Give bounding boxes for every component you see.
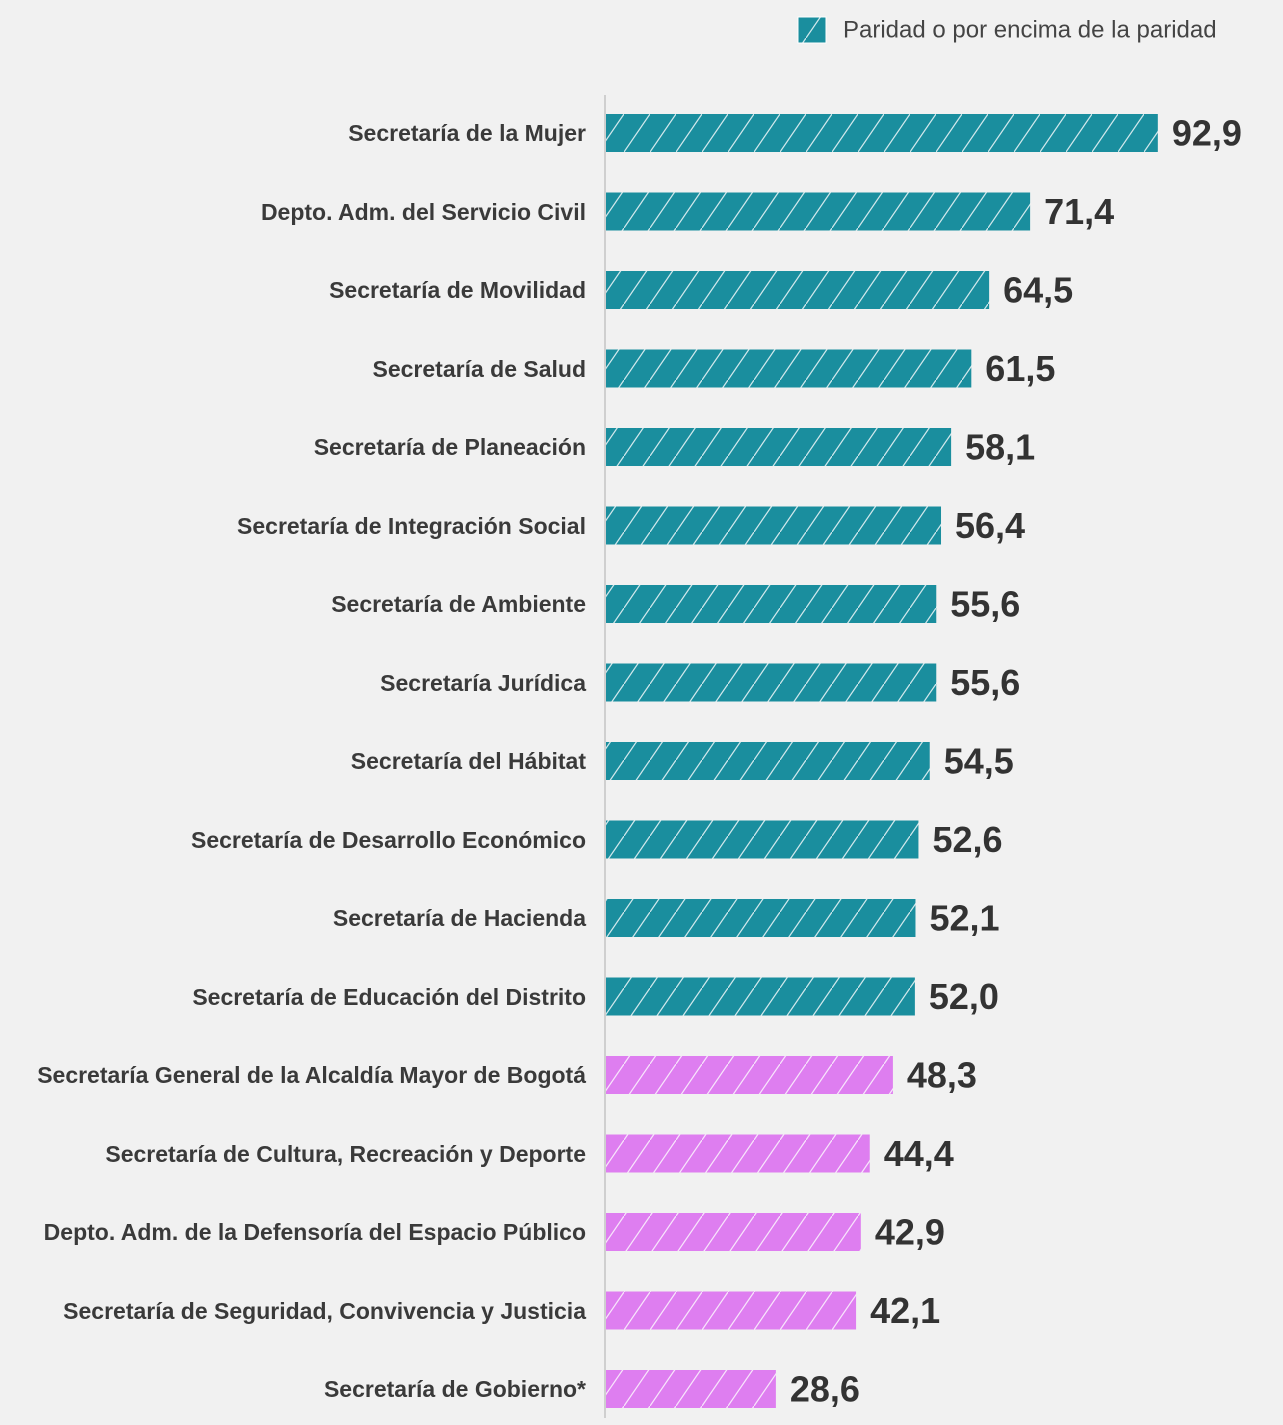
value-label: 92,9 [1172, 113, 1242, 154]
value-label: 61,5 [985, 348, 1055, 389]
value-label: 55,6 [950, 584, 1020, 625]
category-label: Secretaría de Integración Social [237, 512, 586, 539]
category-label: Secretaría de Seguridad, Convivencia y J… [63, 1297, 586, 1324]
bar [606, 820, 919, 859]
category-label: Depto. Adm. de la Defensoría del Espacio… [43, 1219, 586, 1245]
bar [606, 1291, 857, 1330]
category-label: Secretaría de Salud [372, 355, 587, 382]
bar [606, 1213, 861, 1251]
bar [606, 585, 937, 623]
category-label: Secretaría de la Mujer [348, 120, 586, 146]
category-label: Secretaría de Cultura, Recreación y Depo… [105, 1140, 586, 1167]
legend-swatch [797, 16, 827, 44]
legend-label: Paridad o por encima de la paridad [843, 16, 1217, 43]
category-label: Secretaría de Planeación [313, 434, 586, 460]
value-label: 64,5 [1003, 270, 1073, 311]
bar [606, 349, 972, 388]
bar [606, 114, 1158, 152]
bar [606, 977, 915, 1016]
bar [606, 271, 990, 309]
value-label: 71,4 [1044, 191, 1114, 232]
value-label: 55,6 [950, 662, 1020, 703]
category-label: Secretaría Jurídica [380, 669, 586, 696]
value-label: 28,6 [790, 1369, 860, 1410]
category-label: Secretaría de Gobierno* [323, 1376, 586, 1402]
bar [606, 1370, 776, 1408]
bar [606, 192, 1031, 231]
value-label: 56,4 [955, 505, 1025, 546]
bar [606, 1056, 893, 1094]
category-label: Secretaría de Movilidad [329, 277, 586, 303]
category-label: Secretaría General de la Alcaldía Mayor … [37, 1062, 586, 1088]
category-label: Depto. Adm. del Servicio Civil [260, 198, 586, 225]
value-label: 48,3 [907, 1055, 977, 1096]
category-label: Secretaría de Hacienda [332, 905, 586, 931]
value-label: 58,1 [965, 427, 1035, 468]
category-label: Secretaría de Ambiente [331, 591, 586, 617]
bar [606, 1134, 870, 1173]
value-label: 52,6 [932, 819, 1002, 860]
bar [606, 742, 930, 780]
bar [606, 663, 937, 702]
value-label: 42,9 [875, 1212, 945, 1253]
category-label: Secretaría del Hábitat [350, 748, 586, 774]
bar [606, 428, 952, 466]
category-label: Secretaría de Desarrollo Económico [191, 826, 586, 853]
value-label: 52,1 [929, 898, 999, 939]
bar [606, 899, 916, 937]
value-label: 44,4 [884, 1133, 954, 1174]
value-label: 42,1 [870, 1290, 940, 1331]
bar [606, 506, 942, 545]
category-label: Secretaría de Educación del Distrito [192, 983, 586, 1010]
value-label: 52,0 [929, 976, 999, 1017]
value-label: 54,5 [944, 741, 1014, 782]
